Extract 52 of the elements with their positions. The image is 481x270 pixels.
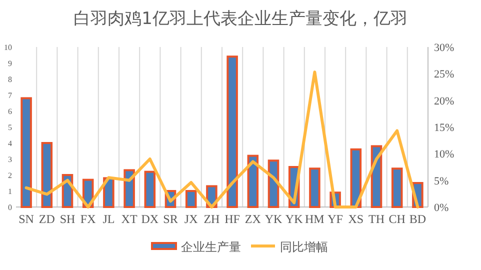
y2-tick-label: 5% bbox=[434, 175, 449, 188]
y-tick-label: 10 bbox=[4, 43, 12, 52]
x-tick-label: SH bbox=[60, 212, 76, 226]
x-tick-label: HF bbox=[224, 212, 240, 226]
bar bbox=[226, 56, 238, 208]
x-tick-label: ZX bbox=[244, 212, 262, 226]
x-tick-label: SN bbox=[18, 212, 34, 226]
x-tick-label: CH bbox=[388, 212, 406, 226]
bar bbox=[185, 190, 197, 208]
y-tick-label: 6 bbox=[8, 107, 12, 116]
x-tick-label: YK bbox=[285, 212, 304, 226]
x-tick-label: JL bbox=[102, 212, 115, 226]
y-tick-label: 3 bbox=[8, 155, 12, 164]
x-tick-label: XS bbox=[348, 212, 364, 226]
x-tick-label: TH bbox=[368, 212, 385, 226]
y-tick-label: 1 bbox=[8, 187, 12, 196]
legend-label: 企业生产量 bbox=[181, 240, 241, 254]
y-tick-label: 8 bbox=[8, 75, 12, 84]
y-tick-label: 4 bbox=[8, 139, 12, 148]
x-tick-label: HM bbox=[305, 212, 325, 226]
bar bbox=[350, 148, 362, 208]
y2-tick-label: 15% bbox=[434, 122, 454, 134]
x-tick-label: XT bbox=[121, 212, 138, 226]
y2-tick-label: 20% bbox=[434, 95, 454, 108]
chart-title: 白羽肉鸡1亿羽上代表企业生产量变化，亿羽 bbox=[74, 9, 408, 29]
legend-label: 同比增幅 bbox=[280, 240, 328, 254]
y-tick-label: 2 bbox=[8, 171, 12, 180]
y2-tick-label: 0% bbox=[434, 202, 449, 214]
y-tick-label: 9 bbox=[8, 59, 12, 68]
x-tick-label: BD bbox=[409, 212, 426, 226]
bar bbox=[247, 154, 259, 208]
bar bbox=[20, 97, 32, 208]
y-tick-label: 7 bbox=[8, 91, 12, 100]
bar bbox=[309, 168, 320, 208]
y2-tick-label: 25% bbox=[434, 68, 454, 81]
bar bbox=[144, 170, 156, 208]
line-series bbox=[24, 70, 420, 208]
x-tick-label: YF bbox=[328, 212, 344, 226]
y2-tick-label: 30% bbox=[434, 42, 454, 54]
x-tick-label: DX bbox=[141, 212, 159, 226]
bar bbox=[41, 142, 53, 208]
y2-tick-label: 10% bbox=[434, 148, 454, 161]
x-tick-label: ZH bbox=[204, 212, 220, 226]
y-tick-label: 0 bbox=[8, 203, 12, 212]
x-tick-label: YK bbox=[264, 212, 282, 226]
x-tick-label: SR bbox=[163, 212, 178, 226]
bar bbox=[268, 160, 280, 208]
x-tick-label: JX bbox=[184, 212, 198, 226]
bar bbox=[391, 168, 403, 208]
x-tick-label: FX bbox=[80, 212, 96, 226]
x-tick-label: ZD bbox=[38, 212, 56, 226]
y-tick-label: 5 bbox=[8, 123, 12, 132]
